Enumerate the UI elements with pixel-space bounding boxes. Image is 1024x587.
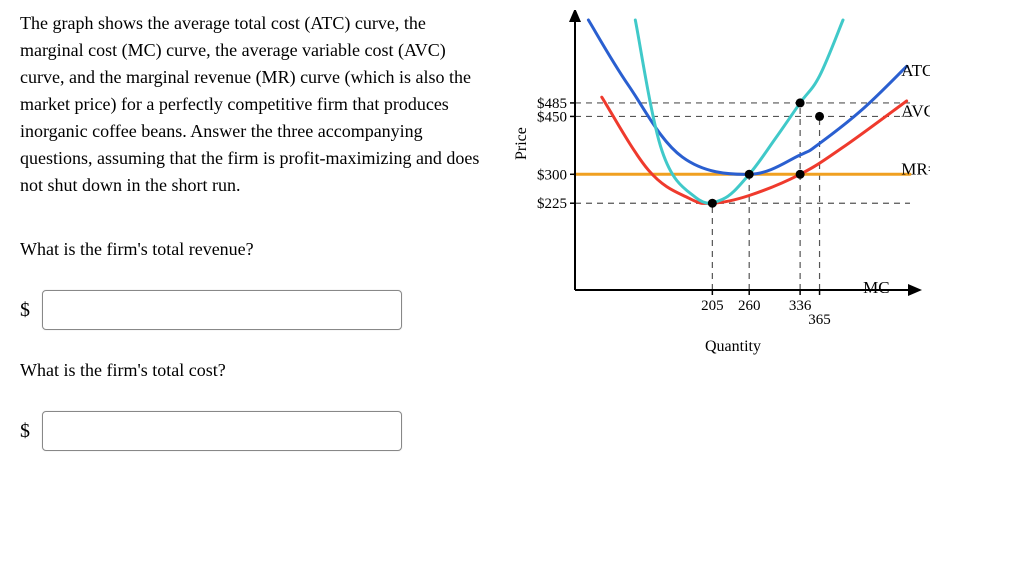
y-axis-title: Price <box>513 127 531 160</box>
svg-text:MR=P: MR=P <box>901 159 930 178</box>
currency-symbol-1: $ <box>20 299 30 322</box>
svg-text:365: 365 <box>808 312 831 328</box>
currency-symbol-2: $ <box>20 420 30 443</box>
svg-text:MC: MC <box>863 278 889 297</box>
svg-text:ATC: ATC <box>901 61 930 80</box>
svg-text:AVC: AVC <box>901 101 930 120</box>
svg-text:$225: $225 <box>537 196 567 212</box>
total-cost-input[interactable] <box>42 411 402 451</box>
svg-text:$485: $485 <box>537 96 567 112</box>
problem-prompt: The graph shows the average total cost (… <box>20 10 490 199</box>
cost-curves-chart: Price $225$300$450$485205260336365MCATCA… <box>510 10 930 360</box>
svg-text:260: 260 <box>738 298 761 314</box>
total-revenue-input[interactable] <box>42 290 402 330</box>
x-axis-title: Quantity <box>705 338 761 356</box>
question-2: What is the firm's total cost? <box>20 360 490 381</box>
svg-text:$300: $300 <box>537 167 567 183</box>
svg-text:205: 205 <box>701 298 724 314</box>
question-1: What is the firm's total revenue? <box>20 239 490 260</box>
